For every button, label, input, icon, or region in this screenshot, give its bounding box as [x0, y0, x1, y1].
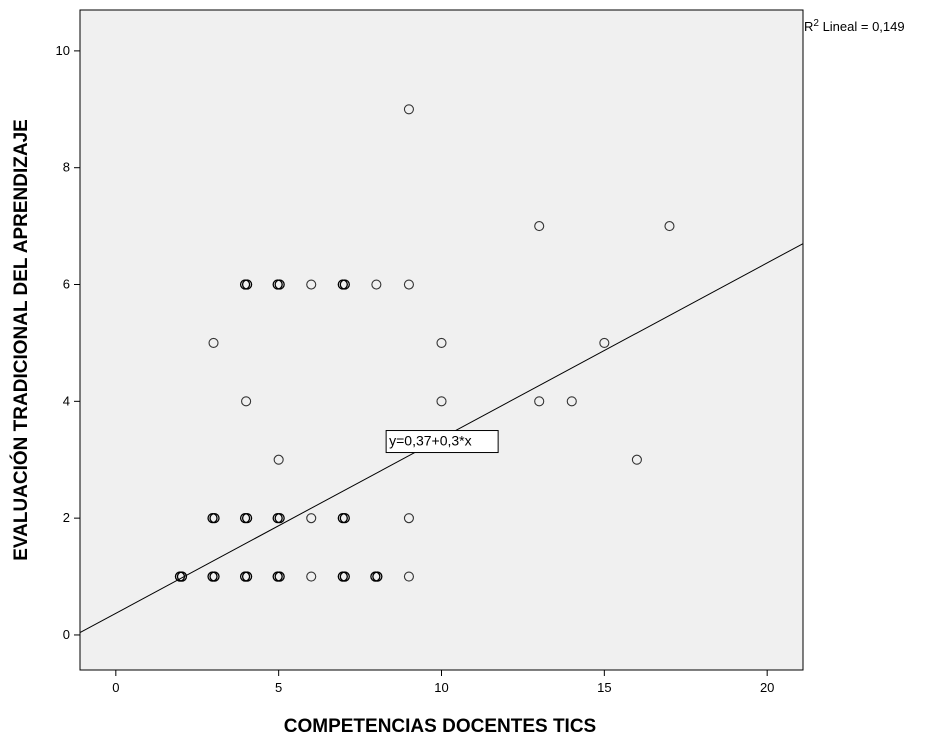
data-point-overlap	[241, 571, 253, 582]
data-point-overlap	[176, 571, 188, 582]
data-point	[534, 396, 545, 407]
data-point-overlap	[339, 571, 350, 582]
data-point	[403, 571, 414, 582]
data-point	[273, 454, 284, 465]
data-point-overlap	[241, 279, 253, 290]
data-point	[631, 454, 642, 465]
data-point	[306, 513, 317, 524]
data-point	[403, 513, 414, 524]
data-point-overlap	[209, 512, 220, 524]
y-tick-label: 4	[63, 393, 70, 408]
x-tick-label: 15	[597, 680, 611, 695]
plot-area	[79, 9, 804, 671]
r-squared-value: Lineal = 0,149	[819, 19, 905, 34]
data-point	[436, 337, 447, 348]
data-point	[436, 396, 447, 407]
data-point-overlap	[274, 571, 285, 582]
data-point	[566, 396, 577, 407]
data-point	[241, 396, 252, 407]
x-axis: 0 5 10 15 20	[112, 670, 774, 695]
y-axis: 0 2 4 6 8 10	[56, 43, 80, 642]
y-tick-label: 2	[63, 510, 70, 525]
equation-label: y=0,37+0,3*x	[389, 433, 472, 449]
data-point-overlap	[372, 571, 383, 582]
r-squared-superscript: 2	[813, 18, 819, 29]
x-tick-label: 0	[112, 680, 119, 695]
r-squared-prefix: R	[804, 19, 813, 34]
data-point-overlap	[339, 279, 350, 290]
data-point-overlap	[209, 571, 220, 582]
data-point	[403, 279, 414, 290]
equation-label-box: y=0,37+0,3*x	[385, 430, 499, 454]
data-point-overlap	[339, 512, 350, 524]
y-tick-label: 10	[56, 43, 70, 58]
x-tick-label: 5	[275, 680, 282, 695]
data-points	[174, 104, 675, 582]
x-tick-label: 10	[434, 680, 448, 695]
data-point	[371, 279, 382, 290]
data-point-overlap	[274, 512, 285, 524]
data-point	[599, 337, 610, 348]
data-point	[306, 279, 317, 290]
data-point	[208, 337, 219, 348]
y-axis-title: EVALUACIÓN TRADICIONAL DEL APRENDIZAJE	[10, 119, 32, 561]
data-point	[306, 571, 317, 582]
x-tick-label: 20	[760, 680, 774, 695]
y-tick-label: 8	[63, 160, 70, 175]
data-point	[403, 104, 414, 115]
r-squared-label: R2 Lineal = 0,149	[804, 18, 905, 34]
data-point	[534, 221, 545, 232]
data-point-overlap	[241, 512, 253, 524]
x-axis-title: COMPETENCIAS DOCENTES TICS	[284, 716, 596, 737]
y-tick-label: 6	[63, 277, 70, 292]
y-tick-label: 0	[63, 627, 70, 642]
data-point	[664, 221, 675, 232]
data-point-overlap	[274, 279, 285, 290]
